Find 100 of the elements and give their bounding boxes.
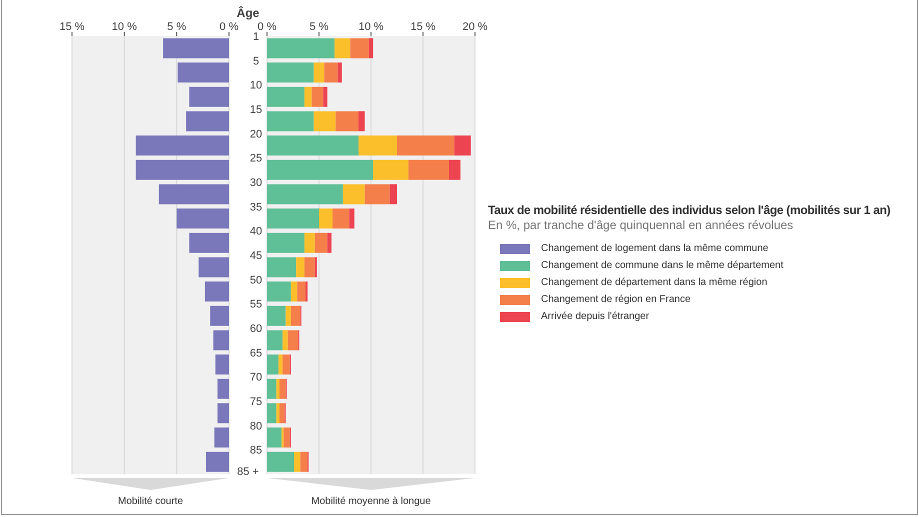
bar: [296, 257, 304, 278]
y-tick-label: 25: [250, 152, 262, 165]
bar: [267, 428, 282, 448]
bar: [312, 86, 324, 107]
x-tick-label: 5 %: [167, 21, 186, 33]
bar: [350, 38, 369, 58]
bar: [267, 160, 374, 180]
bar: [210, 306, 229, 326]
y-tick-label: 65: [250, 347, 262, 360]
bar: [178, 62, 229, 83]
x-axis-title: Mobilité moyenne à longue: [310, 496, 432, 507]
x-axis-title: Mobilité courte: [116, 496, 184, 507]
bar: [198, 257, 229, 278]
bar: [297, 282, 306, 302]
bar: [349, 208, 354, 229]
bar: [213, 330, 229, 350]
y-tick-label: 30: [250, 177, 262, 189]
bar: [294, 452, 300, 472]
bar: [176, 208, 229, 229]
text: Taux de mobilité résidentielle des individus selon l'âge (mobilités sur 1 an): [488, 203, 892, 217]
bar: [305, 282, 308, 302]
bar: [304, 257, 315, 278]
bar: [214, 428, 229, 448]
legend-label: Changement de logement dans la même commune: [541, 243, 768, 254]
bar: [390, 184, 397, 204]
bar: [276, 403, 280, 424]
x-tick-label: 5 %: [310, 21, 329, 33]
bar: [314, 62, 324, 83]
bar: [300, 452, 308, 472]
bar: [217, 403, 229, 424]
bar: [158, 184, 229, 204]
bar: [279, 403, 285, 424]
bar: [278, 354, 283, 375]
y-tick-label: 5: [252, 55, 260, 68]
x-tick-label: 15 %: [410, 21, 436, 33]
y-tick-label: 20: [250, 128, 262, 140]
x-tick-label: 20 %: [462, 21, 488, 33]
bar: [267, 184, 343, 204]
legend-label: Changement de commune dans le même département: [541, 260, 784, 271]
bar: [267, 403, 276, 424]
bar: [408, 160, 449, 180]
bar: [319, 208, 333, 229]
text: En %, par tranche d'âge quinquennal en années révolues: [488, 218, 794, 232]
bar: [282, 354, 290, 375]
bar: [267, 306, 286, 326]
bar: [186, 111, 229, 132]
bar: [136, 160, 229, 180]
bar: [449, 160, 460, 180]
text: 85 +: [236, 466, 260, 478]
bar: [279, 378, 286, 399]
y-tick-label: 50: [250, 274, 262, 286]
bar: [324, 62, 338, 83]
legend-label: Changement de département dans la même région: [541, 277, 768, 288]
bar: [267, 38, 335, 58]
x-tick-label: 10 %: [112, 21, 138, 33]
bar: [323, 86, 328, 107]
bar: [454, 136, 471, 156]
bar: [206, 452, 229, 472]
bar: [282, 330, 288, 350]
x-tick-label: 15 %: [59, 21, 85, 33]
bar: [267, 111, 314, 132]
y-tick-label: 60: [250, 323, 262, 335]
y-tick-label: 15: [250, 104, 262, 116]
bar: [276, 378, 280, 399]
bar: [368, 38, 374, 58]
y-tick-label: 45: [250, 250, 262, 262]
bar: [397, 136, 454, 156]
bar: [358, 111, 365, 132]
bar: [215, 354, 229, 375]
bar: [267, 86, 304, 107]
legend-label: Changement de région en France: [541, 294, 691, 305]
bar: [314, 111, 336, 132]
y-axis-title: Âge: [236, 6, 260, 20]
y-tick-label: 40: [250, 226, 262, 238]
bar: [267, 208, 319, 229]
bar: [267, 257, 296, 278]
legend-label: Arrivée depuis l'étranger: [541, 311, 650, 322]
bar: [314, 232, 328, 253]
bar: [204, 282, 229, 302]
x-tick-label: 0 %: [258, 21, 277, 33]
bar: [136, 136, 229, 156]
bar: [267, 136, 359, 156]
bar: [290, 282, 298, 302]
bar: [334, 38, 350, 58]
y-tick-label: 55: [250, 298, 262, 311]
bar: [358, 136, 397, 156]
bar: [284, 428, 290, 448]
bar: [336, 111, 359, 132]
bar: [332, 208, 350, 229]
bar: [267, 232, 304, 253]
x-tick-label: 0 %: [220, 21, 239, 33]
bar: [338, 62, 342, 83]
bar: [267, 282, 291, 302]
y-tick-label: 80: [250, 420, 262, 432]
y-tick-label: 35: [250, 201, 262, 214]
y-tick-label: 10: [250, 80, 262, 92]
bar: [267, 452, 294, 472]
bar: [267, 354, 278, 375]
bar: [342, 184, 365, 204]
bar: [267, 62, 314, 83]
